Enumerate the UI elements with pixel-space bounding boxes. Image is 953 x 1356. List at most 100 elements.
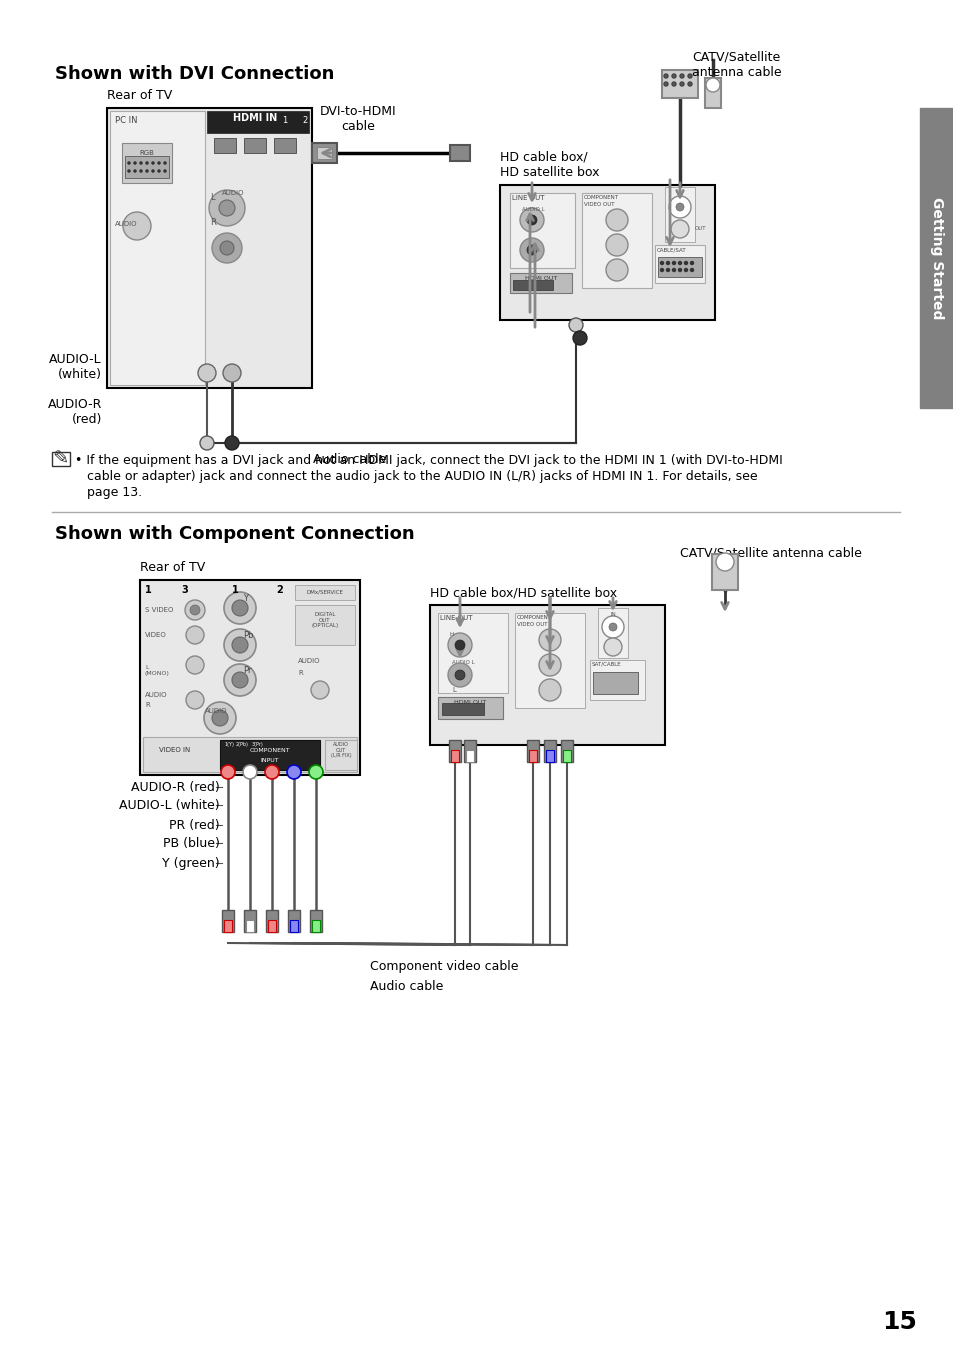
Text: COMPONENT: COMPONENT bbox=[583, 195, 618, 199]
Circle shape bbox=[690, 268, 693, 271]
Text: CATV/Satellite antenna cable: CATV/Satellite antenna cable bbox=[679, 546, 861, 559]
Text: HDMI OUT: HDMI OUT bbox=[524, 275, 557, 281]
Bar bbox=[125, 156, 169, 178]
Text: PR (red): PR (red) bbox=[170, 819, 220, 831]
Circle shape bbox=[455, 670, 464, 679]
Text: AUDIO L: AUDIO L bbox=[452, 660, 475, 664]
Text: Component video cable: Component video cable bbox=[370, 960, 518, 974]
Bar bbox=[52, 452, 70, 466]
Bar bbox=[919, 108, 953, 408]
Circle shape bbox=[663, 81, 667, 85]
Circle shape bbox=[225, 437, 239, 450]
Text: DVI-to-HDMI
cable: DVI-to-HDMI cable bbox=[319, 104, 395, 133]
Bar bbox=[513, 279, 553, 290]
Circle shape bbox=[605, 235, 627, 256]
Bar bbox=[310, 910, 322, 932]
Text: AUDIO-R (red): AUDIO-R (red) bbox=[132, 781, 220, 793]
Bar bbox=[294, 584, 355, 599]
Bar bbox=[450, 145, 470, 161]
Bar bbox=[510, 273, 572, 293]
Circle shape bbox=[223, 363, 241, 382]
Circle shape bbox=[200, 437, 213, 450]
Bar bbox=[465, 750, 474, 762]
Circle shape bbox=[678, 268, 680, 271]
Circle shape bbox=[684, 262, 687, 264]
Circle shape bbox=[220, 241, 233, 255]
Circle shape bbox=[224, 629, 255, 660]
Text: AUDIO L: AUDIO L bbox=[521, 207, 544, 212]
Circle shape bbox=[676, 203, 683, 212]
Circle shape bbox=[671, 75, 676, 79]
Bar bbox=[562, 750, 571, 762]
Circle shape bbox=[133, 170, 136, 172]
Circle shape bbox=[716, 553, 733, 571]
Circle shape bbox=[287, 765, 301, 778]
Circle shape bbox=[221, 765, 234, 778]
Circle shape bbox=[128, 170, 131, 172]
Text: 2: 2 bbox=[302, 117, 307, 125]
Circle shape bbox=[672, 268, 675, 271]
Bar bbox=[560, 740, 573, 762]
Bar bbox=[499, 184, 714, 320]
Bar bbox=[213, 138, 235, 153]
Text: HDMI OUT: HDMI OUT bbox=[454, 700, 486, 705]
Circle shape bbox=[568, 319, 582, 332]
Bar bbox=[222, 910, 233, 932]
Circle shape bbox=[671, 81, 676, 85]
Circle shape bbox=[670, 220, 688, 239]
Circle shape bbox=[185, 599, 205, 620]
Circle shape bbox=[139, 170, 142, 172]
Circle shape bbox=[687, 75, 691, 79]
Circle shape bbox=[204, 702, 235, 734]
Circle shape bbox=[265, 765, 278, 778]
Circle shape bbox=[684, 268, 687, 271]
Bar bbox=[244, 138, 266, 153]
Circle shape bbox=[224, 593, 255, 624]
Bar bbox=[266, 910, 277, 932]
Text: 3: 3 bbox=[181, 584, 188, 595]
Circle shape bbox=[663, 75, 667, 79]
Circle shape bbox=[573, 331, 586, 344]
Circle shape bbox=[311, 681, 329, 698]
Bar bbox=[451, 750, 458, 762]
Bar bbox=[441, 702, 483, 715]
Text: SAT/CABLE: SAT/CABLE bbox=[592, 662, 621, 667]
Circle shape bbox=[219, 199, 234, 216]
Text: VIDEO OUT: VIDEO OUT bbox=[583, 202, 614, 207]
Bar bbox=[140, 580, 359, 776]
Text: PC IN: PC IN bbox=[115, 117, 137, 125]
Text: CABLE/SAT: CABLE/SAT bbox=[657, 247, 686, 252]
Bar bbox=[543, 740, 556, 762]
Circle shape bbox=[601, 616, 623, 639]
Circle shape bbox=[455, 640, 464, 650]
Bar bbox=[274, 138, 295, 153]
Bar bbox=[107, 108, 312, 388]
Circle shape bbox=[152, 170, 154, 172]
Text: RGB: RGB bbox=[139, 151, 154, 156]
Circle shape bbox=[538, 654, 560, 677]
Circle shape bbox=[212, 711, 228, 725]
Bar bbox=[294, 605, 355, 645]
Text: Shown with DVI Connection: Shown with DVI Connection bbox=[55, 65, 334, 83]
Bar bbox=[658, 258, 701, 277]
Circle shape bbox=[666, 262, 669, 264]
Text: Audio cable: Audio cable bbox=[313, 453, 386, 466]
Bar bbox=[143, 738, 356, 772]
Circle shape bbox=[690, 262, 693, 264]
Circle shape bbox=[163, 161, 167, 164]
Bar bbox=[288, 910, 299, 932]
Circle shape bbox=[687, 81, 691, 85]
Circle shape bbox=[157, 161, 160, 164]
Text: HD cable box/
HD satellite box: HD cable box/ HD satellite box bbox=[499, 151, 598, 179]
Text: 15: 15 bbox=[882, 1310, 917, 1334]
Text: L: L bbox=[210, 193, 214, 202]
Circle shape bbox=[146, 161, 149, 164]
Circle shape bbox=[152, 161, 154, 164]
Bar bbox=[312, 142, 336, 163]
Text: 2: 2 bbox=[276, 584, 283, 595]
Text: 1: 1 bbox=[282, 117, 287, 125]
Text: AUDIO-L (white): AUDIO-L (white) bbox=[119, 799, 220, 811]
Bar bbox=[316, 146, 332, 159]
Circle shape bbox=[668, 197, 690, 218]
Text: COMPONENT: COMPONENT bbox=[250, 749, 290, 753]
